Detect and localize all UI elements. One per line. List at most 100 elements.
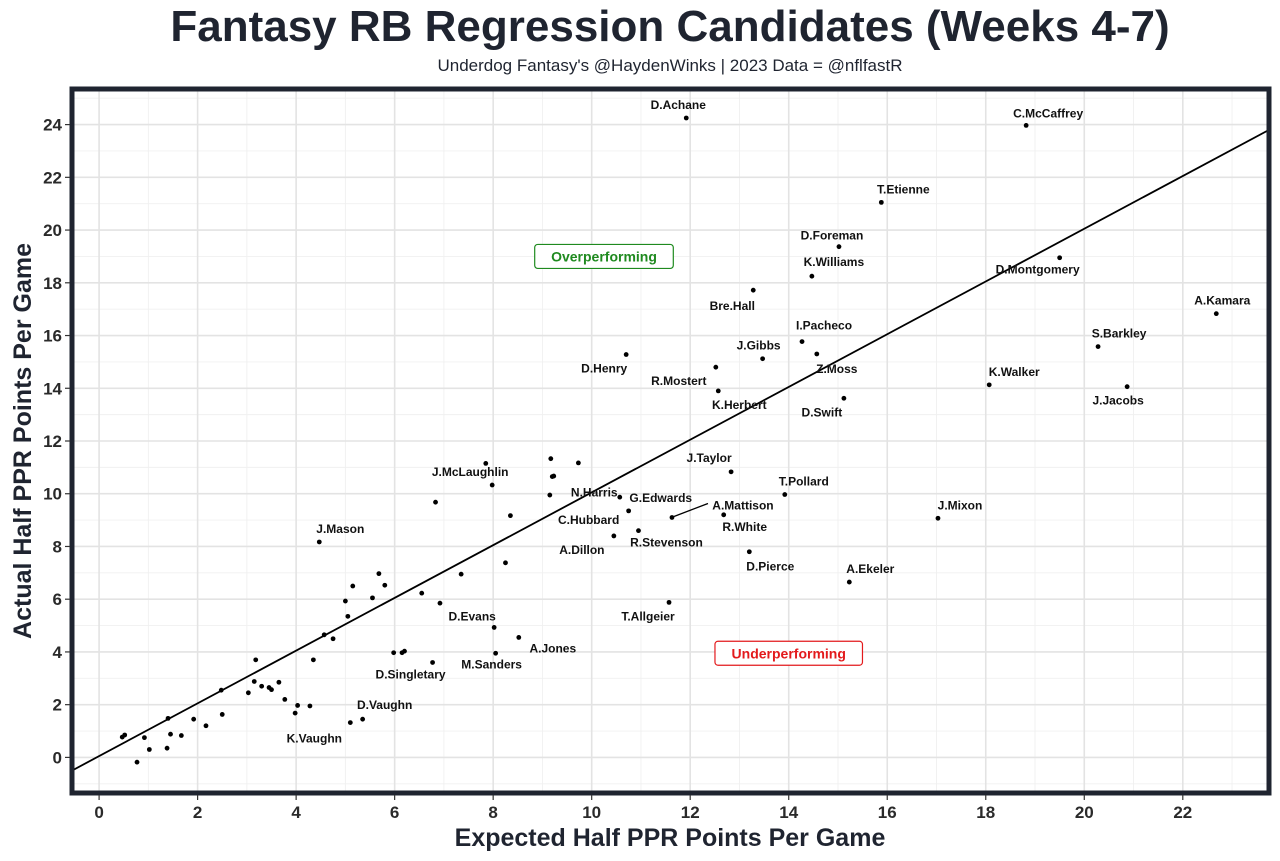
y-tick-label: 2 [53,696,62,715]
data-point-d-vaughn [360,716,366,722]
y-tick-label: 12 [43,432,62,451]
data-point-k-williams [809,273,815,279]
data-point [321,632,327,638]
data-point [191,716,197,722]
data-point [342,598,348,604]
y-tick-label: 10 [43,485,62,504]
y-axis-title: Actual Half PPR Points Per Game [9,243,37,639]
data-point-a-mattison [669,515,675,520]
x-tick-label: 18 [976,803,995,822]
point-label-d-achane: D.Achane [651,98,707,112]
data-point [458,571,464,577]
data-point-j-jacobs [1124,384,1130,390]
data-point-d-pierce [746,549,752,555]
data-point [345,613,351,619]
point-label-d-montgomery: D.Montgomery [996,263,1080,277]
data-point [391,650,397,656]
data-point-j-mason [316,539,322,545]
data-point-i-pacheco [799,339,805,344]
point-label-t-pollard: T.Pollard [779,475,829,489]
point-label-r-white: R.White [722,520,767,534]
trendline [72,129,1269,772]
point-label-j-mason: J.Mason [316,522,364,536]
x-tick-label: 16 [878,803,897,822]
data-point-t-pollard [782,492,788,497]
x-axis-ticks: 0 2 4 6 8 10 12 14 16 18 20 22 [94,795,1192,822]
data-point [165,715,171,721]
point-label-k-walker: K.Walker [989,365,1040,379]
y-tick-label: 6 [53,590,62,609]
data-point-d-singletary [430,660,435,665]
data-point [330,636,336,642]
leader-line-a-mattison [673,502,709,518]
data-point [350,583,356,589]
data-point [575,460,581,466]
data-point-g-edwards [617,494,623,500]
data-point [307,703,313,709]
point-label-a-kamara: A.Kamara [1194,294,1250,308]
x-tick-label: 14 [779,803,798,822]
data-point-j-taylor [728,469,734,475]
data-point-k-walker [986,382,992,388]
point-label-j-gibbs: J.Gibbs [737,339,781,353]
x-tick-label: 0 [94,803,103,822]
point-label-j-taylor: J.Taylor [687,451,732,465]
data-point-a-dillon [611,533,617,539]
point-label-d-evans: D.Evans [448,609,496,623]
data-point-k-vaughn [347,720,353,725]
y-tick-label: 16 [43,327,62,346]
data-point [376,571,382,577]
point-label-a-ekeler: A.Ekeler [846,562,894,576]
data-point-n-harris [549,474,555,479]
y-tick-label: 24 [43,116,62,135]
point-label-z-moss: Z.Moss [816,362,858,376]
data-point-a-kamara [1213,311,1219,317]
y-tick-label: 20 [43,221,62,240]
chart-title: Fantasy RB Regression Candidates (Weeks … [170,2,1170,51]
point-label-c-hubbard: C.Hubbard [558,513,619,527]
data-point [253,657,259,663]
point-labels: D.Achane C.McCaffrey T.Etienne D.Foreman D.M… [287,98,1251,746]
data-point [370,595,375,601]
annotation-underperforming: Underperforming [714,640,864,666]
data-point [382,582,388,588]
y-tick-label: 18 [43,274,62,293]
data-point-r-white [721,512,727,518]
data-point [548,456,554,462]
data-point-c-mccaffrey [1023,122,1029,128]
point-label-k-williams: K.Williams [804,255,865,269]
point-label-i-pacheco: I.Pacheco [796,319,852,333]
data-point-z-moss [814,351,820,357]
point-label-d-vaughn: D.Vaughn [357,698,412,712]
data-point [122,732,128,738]
data-point [508,513,513,519]
point-label-d-henry: D.Henry [581,362,627,376]
data-point [134,759,140,765]
data-point [292,710,298,716]
data-point [310,657,316,663]
data-point [419,590,425,596]
data-point [164,745,170,751]
point-label-d-swift: D.Swift [802,405,843,419]
data-point-d-foreman [836,244,842,250]
trendline-layer [72,129,1269,772]
point-label-k-vaughn: K.Vaughn [287,732,342,746]
data-point [547,492,553,498]
data-point-r-mostert [713,364,719,370]
data-point-j-mixon [935,515,941,521]
y-tick-label: 4 [53,643,63,662]
x-tick-label: 22 [1173,803,1192,822]
y-tick-label: 8 [53,537,62,556]
data-point [251,679,257,684]
x-tick-label: 20 [1075,803,1094,822]
point-label-d-singletary: D.Singletary [376,667,446,681]
point-label-a-jones: A.Jones [529,641,576,655]
data-point [142,735,147,741]
point-label-bre-hall: Bre.Hall [710,299,755,313]
data-point-j-mclaughlin [489,482,495,488]
x-tick-label: 4 [291,803,301,822]
data-point [282,696,288,702]
data-point-r-stevenson [636,528,641,534]
